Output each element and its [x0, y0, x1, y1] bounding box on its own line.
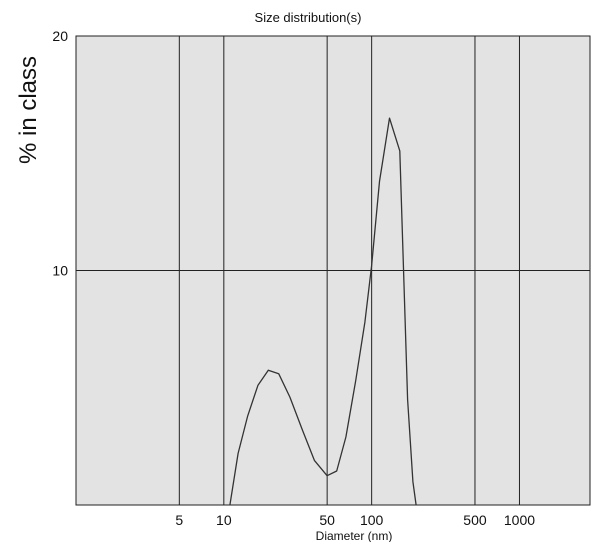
x-tick-label-500: 500: [463, 512, 487, 528]
y-tick-label-10: 10: [52, 263, 68, 279]
x-axis-label: Diameter (nm): [316, 529, 393, 542]
y-tick-label-20: 20: [52, 28, 68, 44]
x-tick-label-100: 100: [360, 512, 384, 528]
x-tick-label-1000: 1000: [504, 512, 535, 528]
chart-title: Size distribution(s): [255, 10, 362, 25]
x-tick-label-50: 50: [319, 512, 335, 528]
y-axis-label: % in class: [15, 56, 42, 164]
x-tick-label-10: 10: [216, 512, 232, 528]
series-line-0: [229, 117, 417, 506]
x-tick-label-5: 5: [175, 512, 183, 528]
